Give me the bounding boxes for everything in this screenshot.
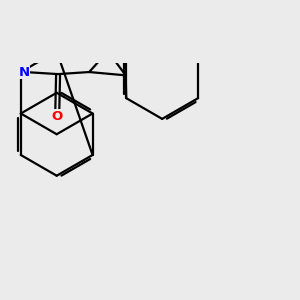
Text: O: O <box>52 110 63 123</box>
Text: N: N <box>19 65 30 79</box>
